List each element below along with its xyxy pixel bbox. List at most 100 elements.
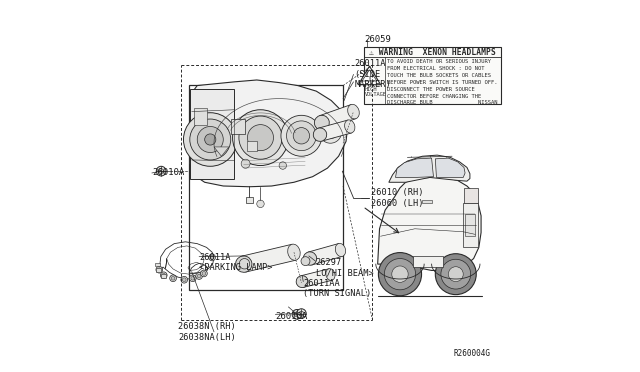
Ellipse shape [236,256,252,272]
Circle shape [392,266,408,282]
Circle shape [301,257,310,266]
Circle shape [189,275,196,282]
Polygon shape [319,105,356,130]
Text: 26297
LO/HI BEAM>: 26297 LO/HI BEAM> [316,258,373,278]
Circle shape [378,253,422,296]
Text: HIGH
VOLTAGE: HIGH VOLTAGE [365,87,387,97]
Circle shape [435,254,476,295]
Circle shape [182,278,186,282]
Bar [422,200,431,203]
Text: FROM ELECTRICAL SHOCK : DO NOT: FROM ELECTRICAL SHOCK : DO NOT [387,66,484,71]
Text: DISCONNECT THE POWER SOURCE: DISCONNECT THE POWER SOURCE [387,87,475,92]
Circle shape [157,268,161,272]
Circle shape [292,310,302,319]
Bar [413,256,443,267]
Circle shape [299,311,304,316]
Ellipse shape [303,252,317,265]
Circle shape [162,273,166,277]
Circle shape [170,275,177,282]
Ellipse shape [344,120,355,133]
Circle shape [156,266,163,273]
Text: 26011AA
(TURN SIGNAL): 26011AA (TURN SIGNAL) [303,279,371,298]
Circle shape [294,312,300,317]
Text: ⚠ WARNING  XENON HEADLAMPS: ⚠ WARNING XENON HEADLAMPS [369,48,496,57]
Text: CONNECTOR BEFORE CHANGING THE: CONNECTOR BEFORE CHANGING THE [387,93,481,99]
Bar [364,46,500,104]
Polygon shape [389,155,470,182]
Circle shape [197,126,223,153]
Circle shape [184,113,237,166]
Bar [193,108,207,125]
Circle shape [190,119,231,160]
Polygon shape [318,120,351,141]
Ellipse shape [314,128,326,141]
Polygon shape [396,158,433,177]
Bar [156,268,161,272]
Circle shape [241,159,250,168]
Polygon shape [358,66,381,85]
Bar [190,89,234,179]
Circle shape [239,259,250,269]
Polygon shape [301,269,332,288]
Polygon shape [190,80,348,187]
Circle shape [196,273,202,279]
Ellipse shape [296,276,308,288]
Text: DISCHARGE BULB              NISSAN: DISCHARGE BULB NISSAN [387,100,497,105]
Bar [246,197,253,203]
Bar [155,263,159,266]
Circle shape [232,110,289,166]
Bar [231,119,245,134]
Text: 26010 (RH)
26060 (LH): 26010 (RH) 26060 (LH) [371,188,423,208]
Circle shape [172,276,175,280]
Circle shape [159,169,164,173]
Circle shape [287,121,316,151]
Bar [248,141,257,151]
Text: 26059: 26059 [364,35,391,44]
Circle shape [279,162,287,169]
Circle shape [257,200,264,208]
Text: R260004G: R260004G [454,349,491,358]
Circle shape [441,259,470,289]
Circle shape [156,166,166,176]
Text: TOUCH THE BULB SOCKETS OR CABLES: TOUCH THE BULB SOCKETS OR CABLES [387,73,491,78]
Circle shape [248,125,273,151]
Text: BEFORE POWER SWITCH IS TURNED OFF.: BEFORE POWER SWITCH IS TURNED OFF. [387,80,497,85]
Circle shape [202,272,206,275]
Circle shape [239,116,282,159]
Text: 26011A
(SIDE
MARKER): 26011A (SIDE MARKER) [355,60,391,89]
Circle shape [296,309,306,318]
Circle shape [293,128,310,144]
Circle shape [205,134,216,145]
Bar [465,214,476,236]
Ellipse shape [335,243,346,257]
Text: 26010A: 26010A [275,312,308,321]
Text: TO AVOID DEATH OR SERIOUS INJURY: TO AVOID DEATH OR SERIOUS INJURY [387,59,491,64]
Circle shape [211,256,214,259]
Circle shape [200,270,207,277]
Circle shape [161,272,167,279]
Bar [463,203,478,247]
Circle shape [319,121,342,143]
Polygon shape [308,244,342,265]
Text: 26038N (RH)
26038NA(LH): 26038N (RH) 26038NA(LH) [178,322,236,341]
Circle shape [449,267,463,282]
Polygon shape [378,177,481,270]
Text: 26011A
<PARKING LAMP>: 26011A <PARKING LAMP> [199,253,273,272]
Circle shape [281,115,322,156]
Text: !: ! [367,76,372,82]
Ellipse shape [314,115,330,130]
Circle shape [191,276,195,280]
Circle shape [209,254,216,261]
Circle shape [181,276,188,283]
Ellipse shape [288,244,300,260]
Ellipse shape [348,104,359,119]
Circle shape [324,125,337,139]
Polygon shape [435,158,465,177]
Text: 26010A: 26010A [152,169,184,177]
Circle shape [197,274,201,278]
Polygon shape [242,244,296,272]
Bar [464,188,478,203]
Bar [161,274,166,278]
Circle shape [385,259,415,290]
Polygon shape [214,147,229,156]
